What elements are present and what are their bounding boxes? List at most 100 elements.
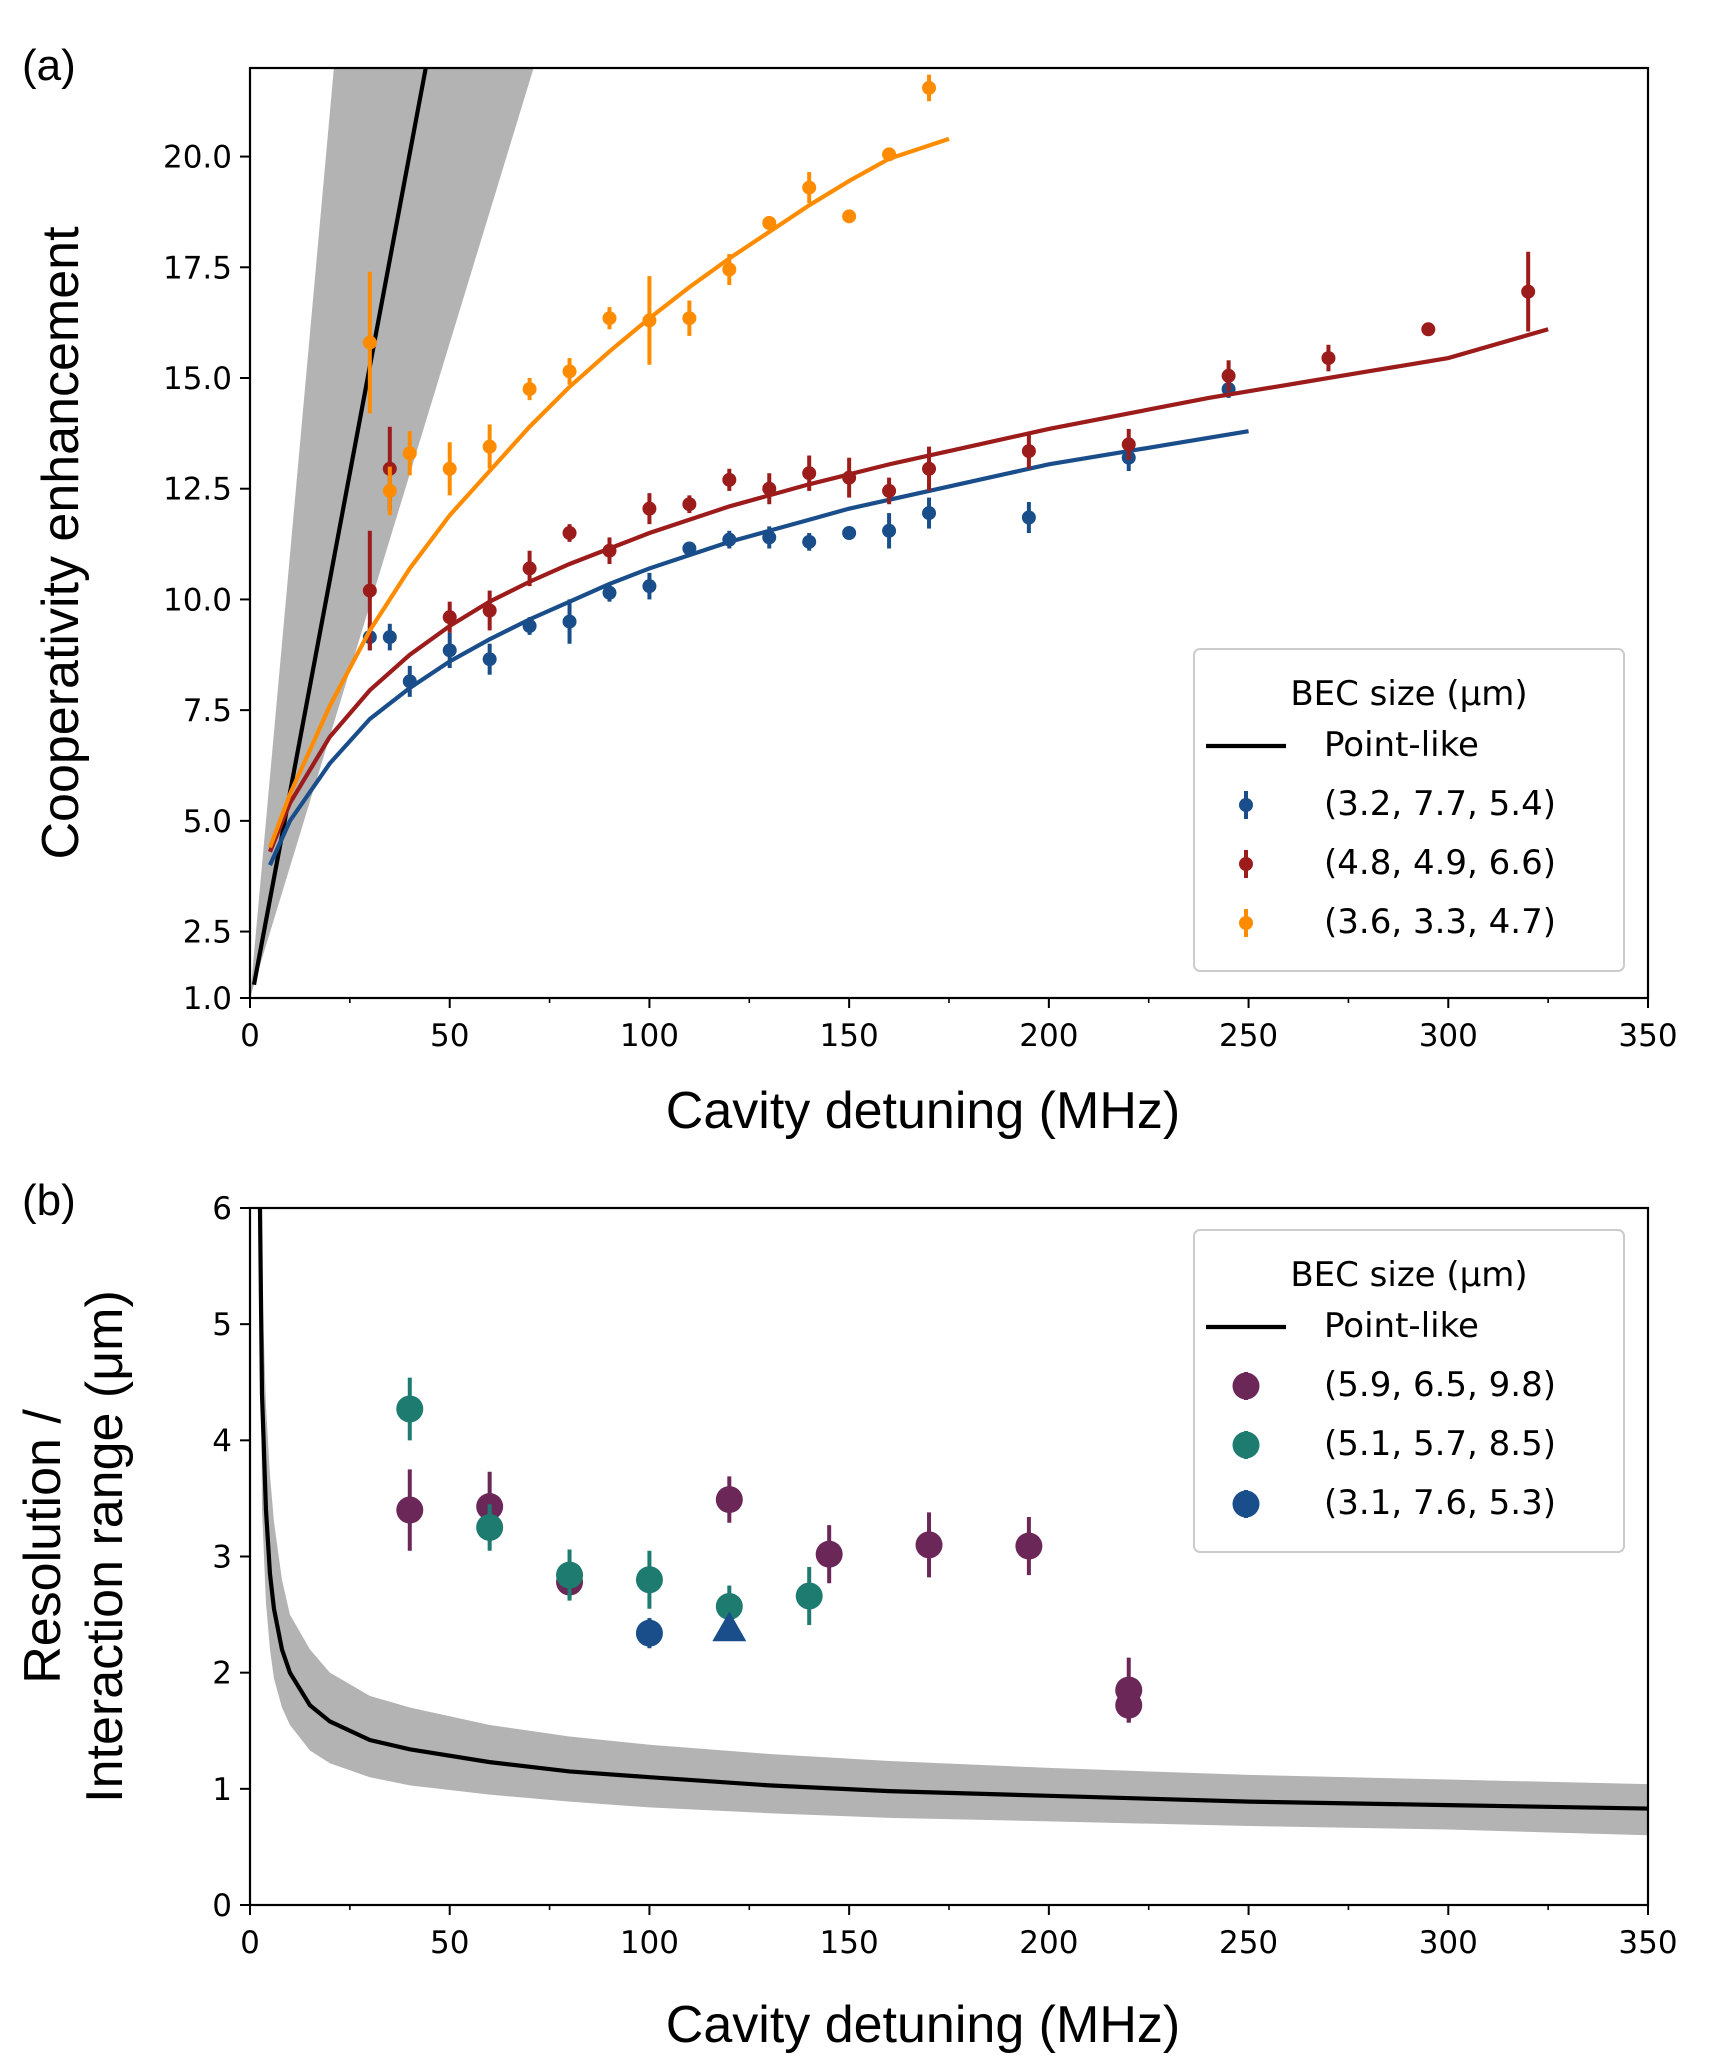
- data-point: [442, 610, 457, 625]
- y-tick-label: 5.0: [183, 804, 232, 840]
- point-like-line: [257, 1208, 1648, 1811]
- data-point: [602, 311, 617, 326]
- legend-series-label: (5.1, 5.7, 8.5): [1324, 1424, 1556, 1464]
- data-point: [642, 313, 657, 328]
- data-point: [842, 470, 857, 485]
- series-2: [635, 1618, 663, 1649]
- data-point: [682, 311, 697, 326]
- legend-swatch-marker: [1239, 798, 1253, 812]
- data-point: [1021, 444, 1036, 459]
- data-point: [682, 541, 697, 556]
- data-point: [362, 335, 377, 350]
- data-point: [396, 1496, 424, 1524]
- data-point: [642, 501, 657, 516]
- y-axis-label: Cooperativity enhancement: [32, 226, 90, 860]
- data-point: [482, 603, 497, 618]
- y-tick-label: 6: [212, 1191, 232, 1227]
- data-point: [795, 1582, 823, 1610]
- x-tick-label: 300: [1419, 1925, 1478, 1961]
- x-tick-label: 150: [820, 1018, 879, 1054]
- point-like-uncertainty-band: [250, 68, 534, 998]
- x-tick-label: 0: [240, 1925, 260, 1961]
- data-point: [522, 561, 537, 576]
- data-point: [382, 483, 397, 498]
- data-point: [602, 543, 617, 558]
- legend-series-label: (4.8, 4.9, 6.6): [1324, 843, 1556, 883]
- data-point: [762, 216, 777, 230]
- data-point: [642, 579, 657, 594]
- data-point: [635, 1619, 663, 1647]
- data-point: [1321, 351, 1336, 366]
- data-point: [635, 1566, 663, 1594]
- series-2: [268, 74, 950, 849]
- fit-line-1: [268, 327, 1549, 853]
- data-point: [522, 382, 537, 397]
- x-tick-label: 50: [430, 1018, 469, 1054]
- y-tick-label: 17.5: [163, 250, 232, 286]
- data-point: [922, 80, 937, 95]
- data-point: [442, 643, 457, 658]
- data-point: [802, 180, 817, 195]
- data-point: [1121, 437, 1136, 452]
- y-axis-label-line-2: Interaction range (μm): [76, 1290, 134, 1803]
- data-point: [922, 461, 937, 476]
- x-tick-label: 100: [620, 1018, 679, 1054]
- data-point: [762, 481, 777, 496]
- x-tick-label: 150: [820, 1925, 879, 1961]
- y-tick-label: 5: [212, 1307, 232, 1343]
- data-point: [442, 461, 457, 476]
- x-tick-label: 350: [1618, 1018, 1677, 1054]
- fit-line-2: [268, 136, 950, 849]
- y-tick-label: 15.0: [163, 361, 232, 397]
- legend: BEC size (μm) Point-like (5.9, 6.5, 9.8) (5…: [1193, 1229, 1625, 1553]
- data-point: [915, 1531, 943, 1559]
- data-point: [922, 506, 937, 521]
- data-point: [842, 526, 857, 540]
- data-point: [802, 534, 817, 549]
- y-tick-label: 20.0: [163, 140, 232, 176]
- data-point: [402, 674, 417, 689]
- series-1: [268, 251, 1549, 853]
- data-point: [1521, 284, 1536, 299]
- point-like-uncertainty-band: [259, 1208, 1648, 1836]
- x-tick-label: 300: [1419, 1018, 1478, 1054]
- legend-box: [1193, 648, 1625, 972]
- y-tick-label: 3: [212, 1540, 232, 1576]
- y-tick-label: 12.5: [163, 472, 232, 508]
- x-tick-label: 0: [240, 1018, 260, 1054]
- data-point: [882, 523, 897, 538]
- data-point: [556, 1561, 584, 1589]
- data-point: [1115, 1691, 1143, 1719]
- legend-swatch-marker: [1232, 1372, 1260, 1400]
- x-tick-label: 250: [1219, 1018, 1278, 1054]
- data-point: [715, 1592, 743, 1620]
- x-axis-label: Cavity detuning (MHz): [666, 1996, 1180, 2054]
- y-tick-label: 10.0: [163, 582, 232, 618]
- x-tick-label: 100: [620, 1925, 679, 1961]
- data-point: [682, 497, 697, 512]
- data-point: [722, 532, 737, 547]
- data-point: [882, 483, 897, 498]
- data-point: [815, 1540, 843, 1568]
- series-3: [712, 1611, 747, 1642]
- x-tick-label: 50: [430, 1925, 469, 1961]
- series-1: [396, 1377, 823, 1628]
- data-point: [882, 147, 897, 162]
- data-point: [1421, 322, 1436, 337]
- data-point: [722, 472, 737, 487]
- y-tick-label: 4: [212, 1423, 232, 1459]
- data-point: [402, 446, 417, 461]
- data-point: [482, 439, 497, 454]
- data-point: [476, 1513, 504, 1541]
- data-point: [382, 630, 397, 645]
- data-point-triangle: [712, 1611, 747, 1642]
- data-point: [482, 652, 497, 667]
- y-tick-label: 7.5: [183, 693, 232, 729]
- legend-swatch-marker: [1239, 916, 1253, 930]
- data-point: [522, 619, 537, 633]
- y-tick-label: 2.5: [183, 915, 232, 951]
- panel-label: (b): [22, 1176, 76, 1225]
- y-tick-label: 1: [212, 1772, 232, 1808]
- legend-title: BEC size (μm): [1290, 1255, 1527, 1295]
- data-point: [1221, 368, 1236, 383]
